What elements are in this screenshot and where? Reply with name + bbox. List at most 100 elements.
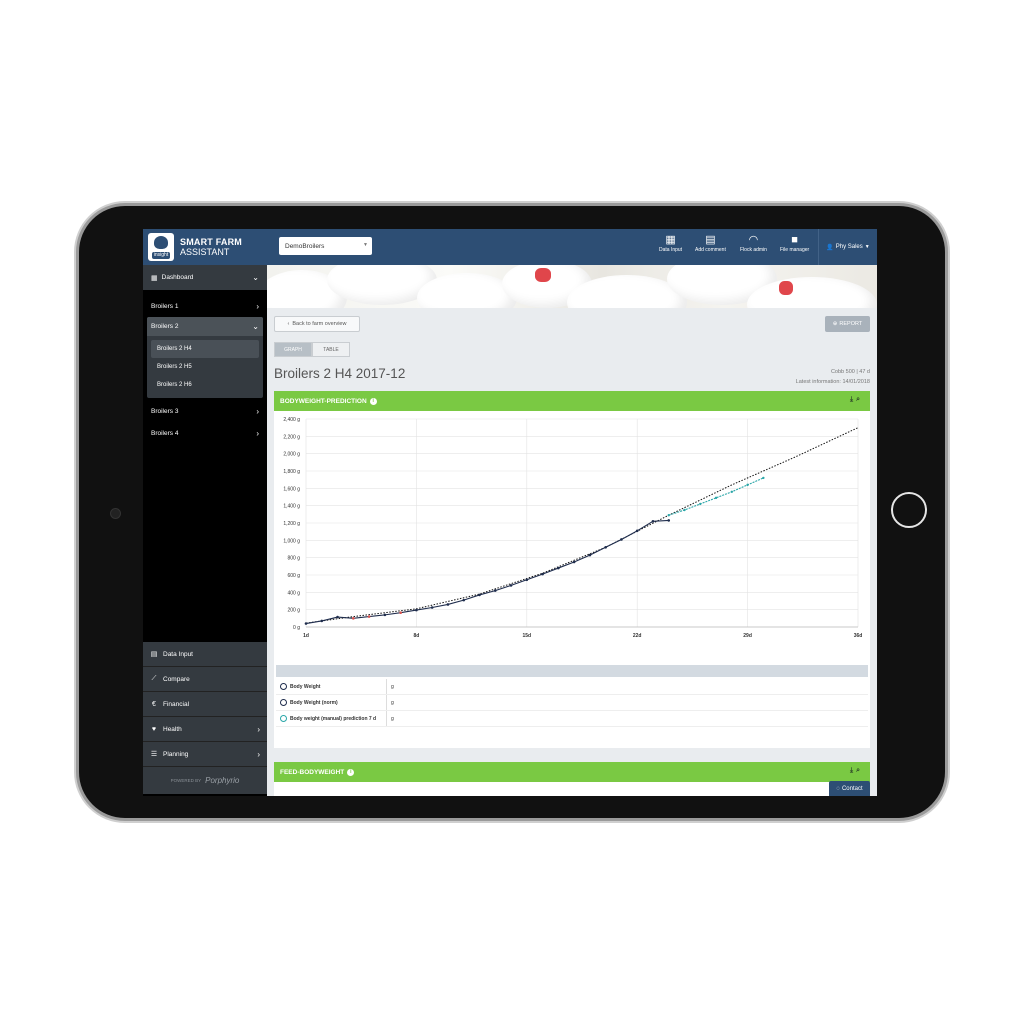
sidebar-subitem-broilers-2-h5[interactable]: Broilers 2 H5 — [157, 364, 192, 370]
back-to-farm-overview-button[interactable]: ‹ Back to farm overview — [274, 316, 360, 332]
report-button[interactable]: ⊕ REPORT — [825, 316, 870, 332]
info-icon[interactable]: i — [369, 397, 377, 405]
legend-row-prediction[interactable]: Body weight (manual) prediction 7 d g — [276, 711, 868, 727]
legend-row-body-weight[interactable]: Body Weight g — [276, 679, 868, 695]
comment-icon: ▤ — [705, 234, 716, 246]
legend-row-body-weight-norm[interactable]: Body Weight (norm) g — [276, 695, 868, 711]
legend-name: Body Weight (norm) — [290, 699, 338, 706]
caret-down-icon: ▼ — [864, 244, 870, 250]
top-bar: DemoBroilers ▼ ▦ Data Input ▤ Add commen… — [267, 229, 877, 265]
contact-button[interactable]: ◌ Contact — [829, 781, 870, 796]
y-tick-label: 1,000 g — [283, 538, 300, 544]
brand[interactable]: insight SMART FARM ASSISTANT — [143, 229, 267, 265]
sidebar-item-label: Planning — [163, 750, 189, 758]
sidebar-item-planning[interactable]: ☰ Planning › — [143, 742, 267, 767]
series-line-prediction — [668, 477, 764, 516]
user-name: Phy Sales — [835, 244, 863, 250]
data-point-body-weight — [667, 519, 671, 522]
chevron-down-icon: ⌄ — [252, 322, 259, 331]
data-point-body-weight — [320, 619, 324, 623]
data-point-prediction — [746, 483, 749, 487]
data-point-body-weight — [557, 566, 560, 570]
data-point-body-weight — [304, 622, 308, 625]
flock-meta: Cobb 500 | 47 d Latest information: 14/0… — [796, 367, 870, 387]
sidebar-item-label: Broilers 1 — [151, 302, 179, 310]
sidebar-item-dashboard[interactable]: ▦ Dashboard ⌄ — [143, 265, 267, 290]
sidebar-item-broilers-4[interactable]: Broilers 4 › — [143, 422, 267, 444]
chevron-right-icon: › — [256, 428, 259, 438]
data-point-prediction — [699, 502, 702, 506]
sidebar-subitem-broilers-2-h4[interactable]: Broilers 2 H4 — [151, 340, 259, 358]
flock-admin-label: Flock admin — [740, 247, 767, 253]
download-icon[interactable]: ⤓ — [849, 396, 857, 403]
chevron-right-icon: › — [257, 724, 260, 734]
x-tick-label: 22d — [633, 633, 642, 639]
data-point-body-weight — [635, 529, 639, 533]
x-tick-label: 1d — [303, 633, 309, 639]
info-icon[interactable]: i — [347, 768, 355, 776]
sidebar-item-data-input[interactable]: ▤ Data Input — [143, 642, 267, 667]
data-point-body-weight — [383, 613, 387, 617]
series-line-body-weight-norm — [305, 427, 859, 624]
report-label: REPORT — [839, 321, 863, 327]
zoom-icon[interactable]: ⌕ — [856, 396, 863, 403]
sidebar-item-compare[interactable]: ⟋ Compare — [143, 667, 267, 692]
chevron-right-icon: › — [256, 406, 259, 416]
sidebar-item-label: Data Input — [163, 650, 193, 658]
tab-table[interactable]: TABLE — [312, 342, 350, 357]
flock-admin-button[interactable]: ◠ Flock admin — [740, 234, 767, 253]
data-point-body-weight — [651, 519, 655, 523]
data-point-body-weight — [462, 598, 466, 602]
sidebar-item-label: Broilers 2 — [151, 323, 179, 330]
data-point-body-weight — [415, 608, 418, 612]
file-manager-button[interactable]: ■ File manager — [780, 234, 809, 253]
farm-select[interactable]: DemoBroilers ▼ — [279, 237, 372, 255]
data-point-body-weight — [572, 560, 576, 564]
file-manager-label: File manager — [780, 247, 810, 253]
sidebar-item-broilers-1[interactable]: Broilers 1 › — [143, 295, 267, 317]
bird-logo-icon — [154, 236, 168, 249]
sidebar: insight SMART FARM ASSISTANT ▦ Dashboard… — [143, 229, 267, 796]
data-point-body-weight — [604, 545, 607, 549]
main-content: ‹ Back to farm overview ⊕ REPORT GRAPH T… — [267, 308, 877, 796]
sidebar-item-broilers-3[interactable]: Broilers 3 › — [143, 400, 267, 422]
sidebar-item-health[interactable]: ♥ Health › — [143, 717, 267, 742]
sidebar-item-broilers-2[interactable]: Broilers 2 ⌄ — [147, 317, 263, 336]
data-point-prediction — [714, 496, 718, 500]
chart-line-icon: ⟋ — [151, 675, 157, 682]
data-input-button[interactable]: ▦ Data Input — [659, 234, 682, 253]
x-tick-label: 8d — [413, 633, 419, 639]
y-tick-label: 200 g — [287, 608, 300, 614]
data-point-prediction — [667, 514, 670, 517]
report-icon: ⊕ — [832, 321, 838, 327]
download-icon[interactable]: ⤓ — [849, 767, 857, 774]
zoom-icon[interactable]: ⌕ — [856, 767, 863, 774]
x-tick-label: 15d — [522, 633, 531, 639]
legend-name: Body Weight — [290, 683, 321, 690]
sidebar-item-financial[interactable]: € Financial — [143, 692, 267, 717]
latest-information: Latest information: 14/01/2018 — [795, 379, 870, 385]
y-tick-label: 2,400 g — [283, 417, 300, 423]
data-point-body-weight — [525, 578, 529, 582]
data-input-label: Data Input — [659, 247, 683, 253]
sidebar-subitem-broilers-2-h6[interactable]: Broilers 2 H6 — [157, 382, 192, 388]
app-screen: insight SMART FARM ASSISTANT ▦ Dashboard… — [143, 229, 877, 796]
add-comment-button[interactable]: ▤ Add comment — [695, 234, 726, 253]
powered-by: POWERED BY Porphyrio — [143, 767, 267, 794]
tab-graph[interactable]: GRAPH — [274, 342, 312, 357]
logo-tag: insight — [151, 252, 171, 259]
table-icon: ▦ — [665, 234, 676, 246]
y-tick-label: 800 g — [287, 556, 300, 562]
series-dot-icon — [280, 683, 287, 690]
data-point-body-weight — [430, 606, 434, 609]
y-tick-label: 600 g — [287, 573, 300, 579]
sidebar-group-broilers-2: Broilers 2 ⌄ Broilers 2 H4 Broilers 2 H5… — [147, 317, 263, 398]
breed-age: Cobb 500 | 47 d — [830, 369, 870, 375]
sidebar-item-label: Dashboard — [161, 274, 194, 281]
powered-by-name[interactable]: Porphyrio — [205, 776, 240, 785]
home-button[interactable] — [891, 492, 927, 528]
table-icon: ▤ — [150, 651, 158, 658]
user-menu[interactable]: 👤 Phy Sales ▼ — [818, 229, 877, 265]
data-point-body-weight — [509, 584, 513, 587]
y-tick-label: 2,000 g — [283, 452, 300, 458]
